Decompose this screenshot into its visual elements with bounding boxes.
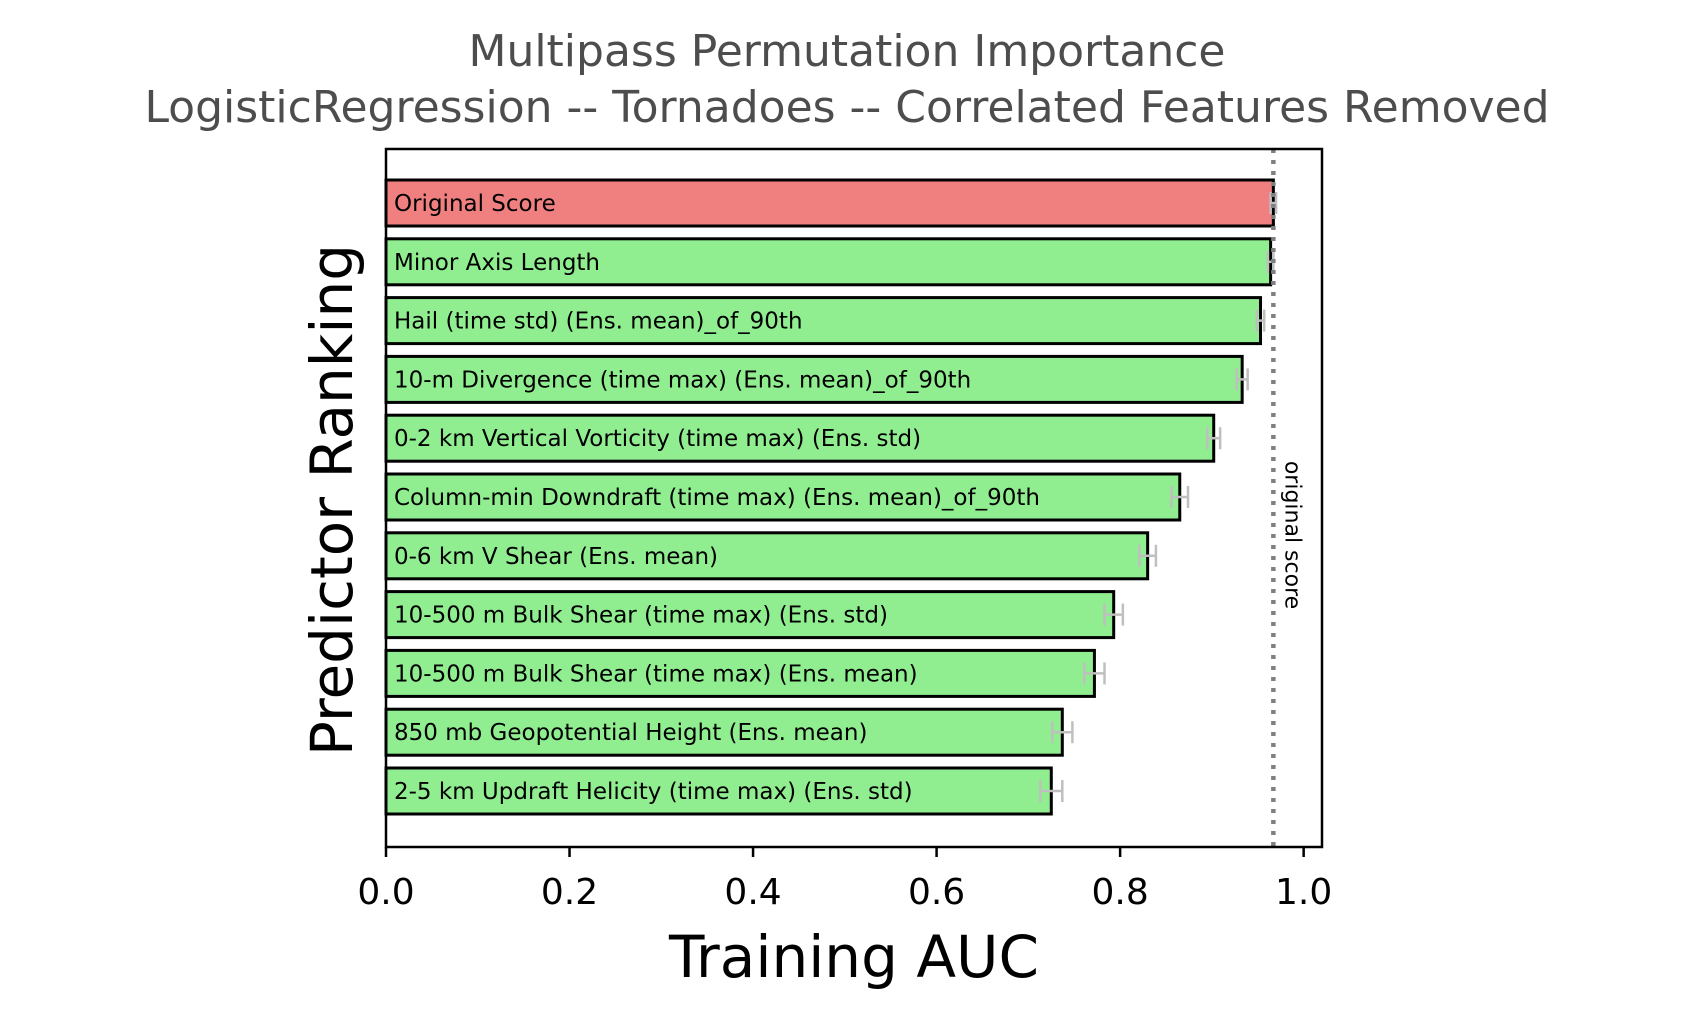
error-bar <box>1235 368 1249 391</box>
bar-label: 0-2 km Vertical Vorticity (time max) (En… <box>394 426 921 452</box>
x-tick-label: 0.6 <box>908 872 965 913</box>
error-bar <box>1269 192 1278 214</box>
error-bar <box>1103 603 1125 626</box>
chart-title: Multipass Permutation Importance <box>468 26 1225 77</box>
x-tick-label: 0.8 <box>1091 872 1148 913</box>
bar-label: 10-m Divergence (time max) (Ens. mean)_o… <box>394 367 971 393</box>
errorbar-group <box>1039 192 1278 802</box>
error-bar <box>1170 486 1190 508</box>
bar <box>384 531 1150 581</box>
x-axis-label: Training AUC <box>668 923 1039 991</box>
x-tick-label: 0.0 <box>357 872 414 913</box>
bar-label: 10-500 m Bulk Shear (time max) (Ens. std… <box>394 603 888 629</box>
bar <box>384 296 1263 346</box>
bar <box>384 413 1216 463</box>
x-tick-label: 0.2 <box>541 872 598 913</box>
error-bar <box>1050 721 1074 744</box>
reference-line-label: original score <box>1279 461 1304 609</box>
bar-label: Minor Axis Length <box>394 250 600 276</box>
bar-label: 2-5 km Updraft Helicity (time max) (Ens.… <box>394 779 913 805</box>
bar-label: Hail (time std) (Ens. mean)_of_90th <box>394 309 803 335</box>
bar-label: Column-min Downdraft (time max) (Ens. me… <box>394 485 1040 511</box>
chart-subtitle: LogisticRegression -- Tornadoes -- Corre… <box>144 82 1549 133</box>
error-bar <box>1138 544 1158 567</box>
error-bar <box>1039 780 1064 802</box>
x-tick-label: 0.4 <box>724 872 781 913</box>
bar-group: Original Score Minor Axis Length Hail (tim… <box>384 178 1275 816</box>
x-tick-label: 1.0 <box>1275 872 1332 913</box>
x-axis-ticks: 0.0 0.2 0.4 0.6 0.8 1.0 <box>357 847 1332 913</box>
plot-frame <box>384 147 1324 849</box>
bar-label: 10-500 m Bulk Shear (time max) (Ens. mea… <box>394 661 918 687</box>
bar-label: 0-6 km V Shear (Ens. mean) <box>394 544 718 570</box>
y-axis-label: Predictor Ranking <box>298 244 366 756</box>
bar <box>384 237 1273 287</box>
error-bar <box>1255 309 1266 332</box>
error-bar <box>1083 662 1106 685</box>
bar-label: Original Score <box>394 191 556 217</box>
error-bar <box>1206 427 1222 450</box>
bar-label: 850 mb Geopotential Height (Ens. mean) <box>394 720 867 746</box>
